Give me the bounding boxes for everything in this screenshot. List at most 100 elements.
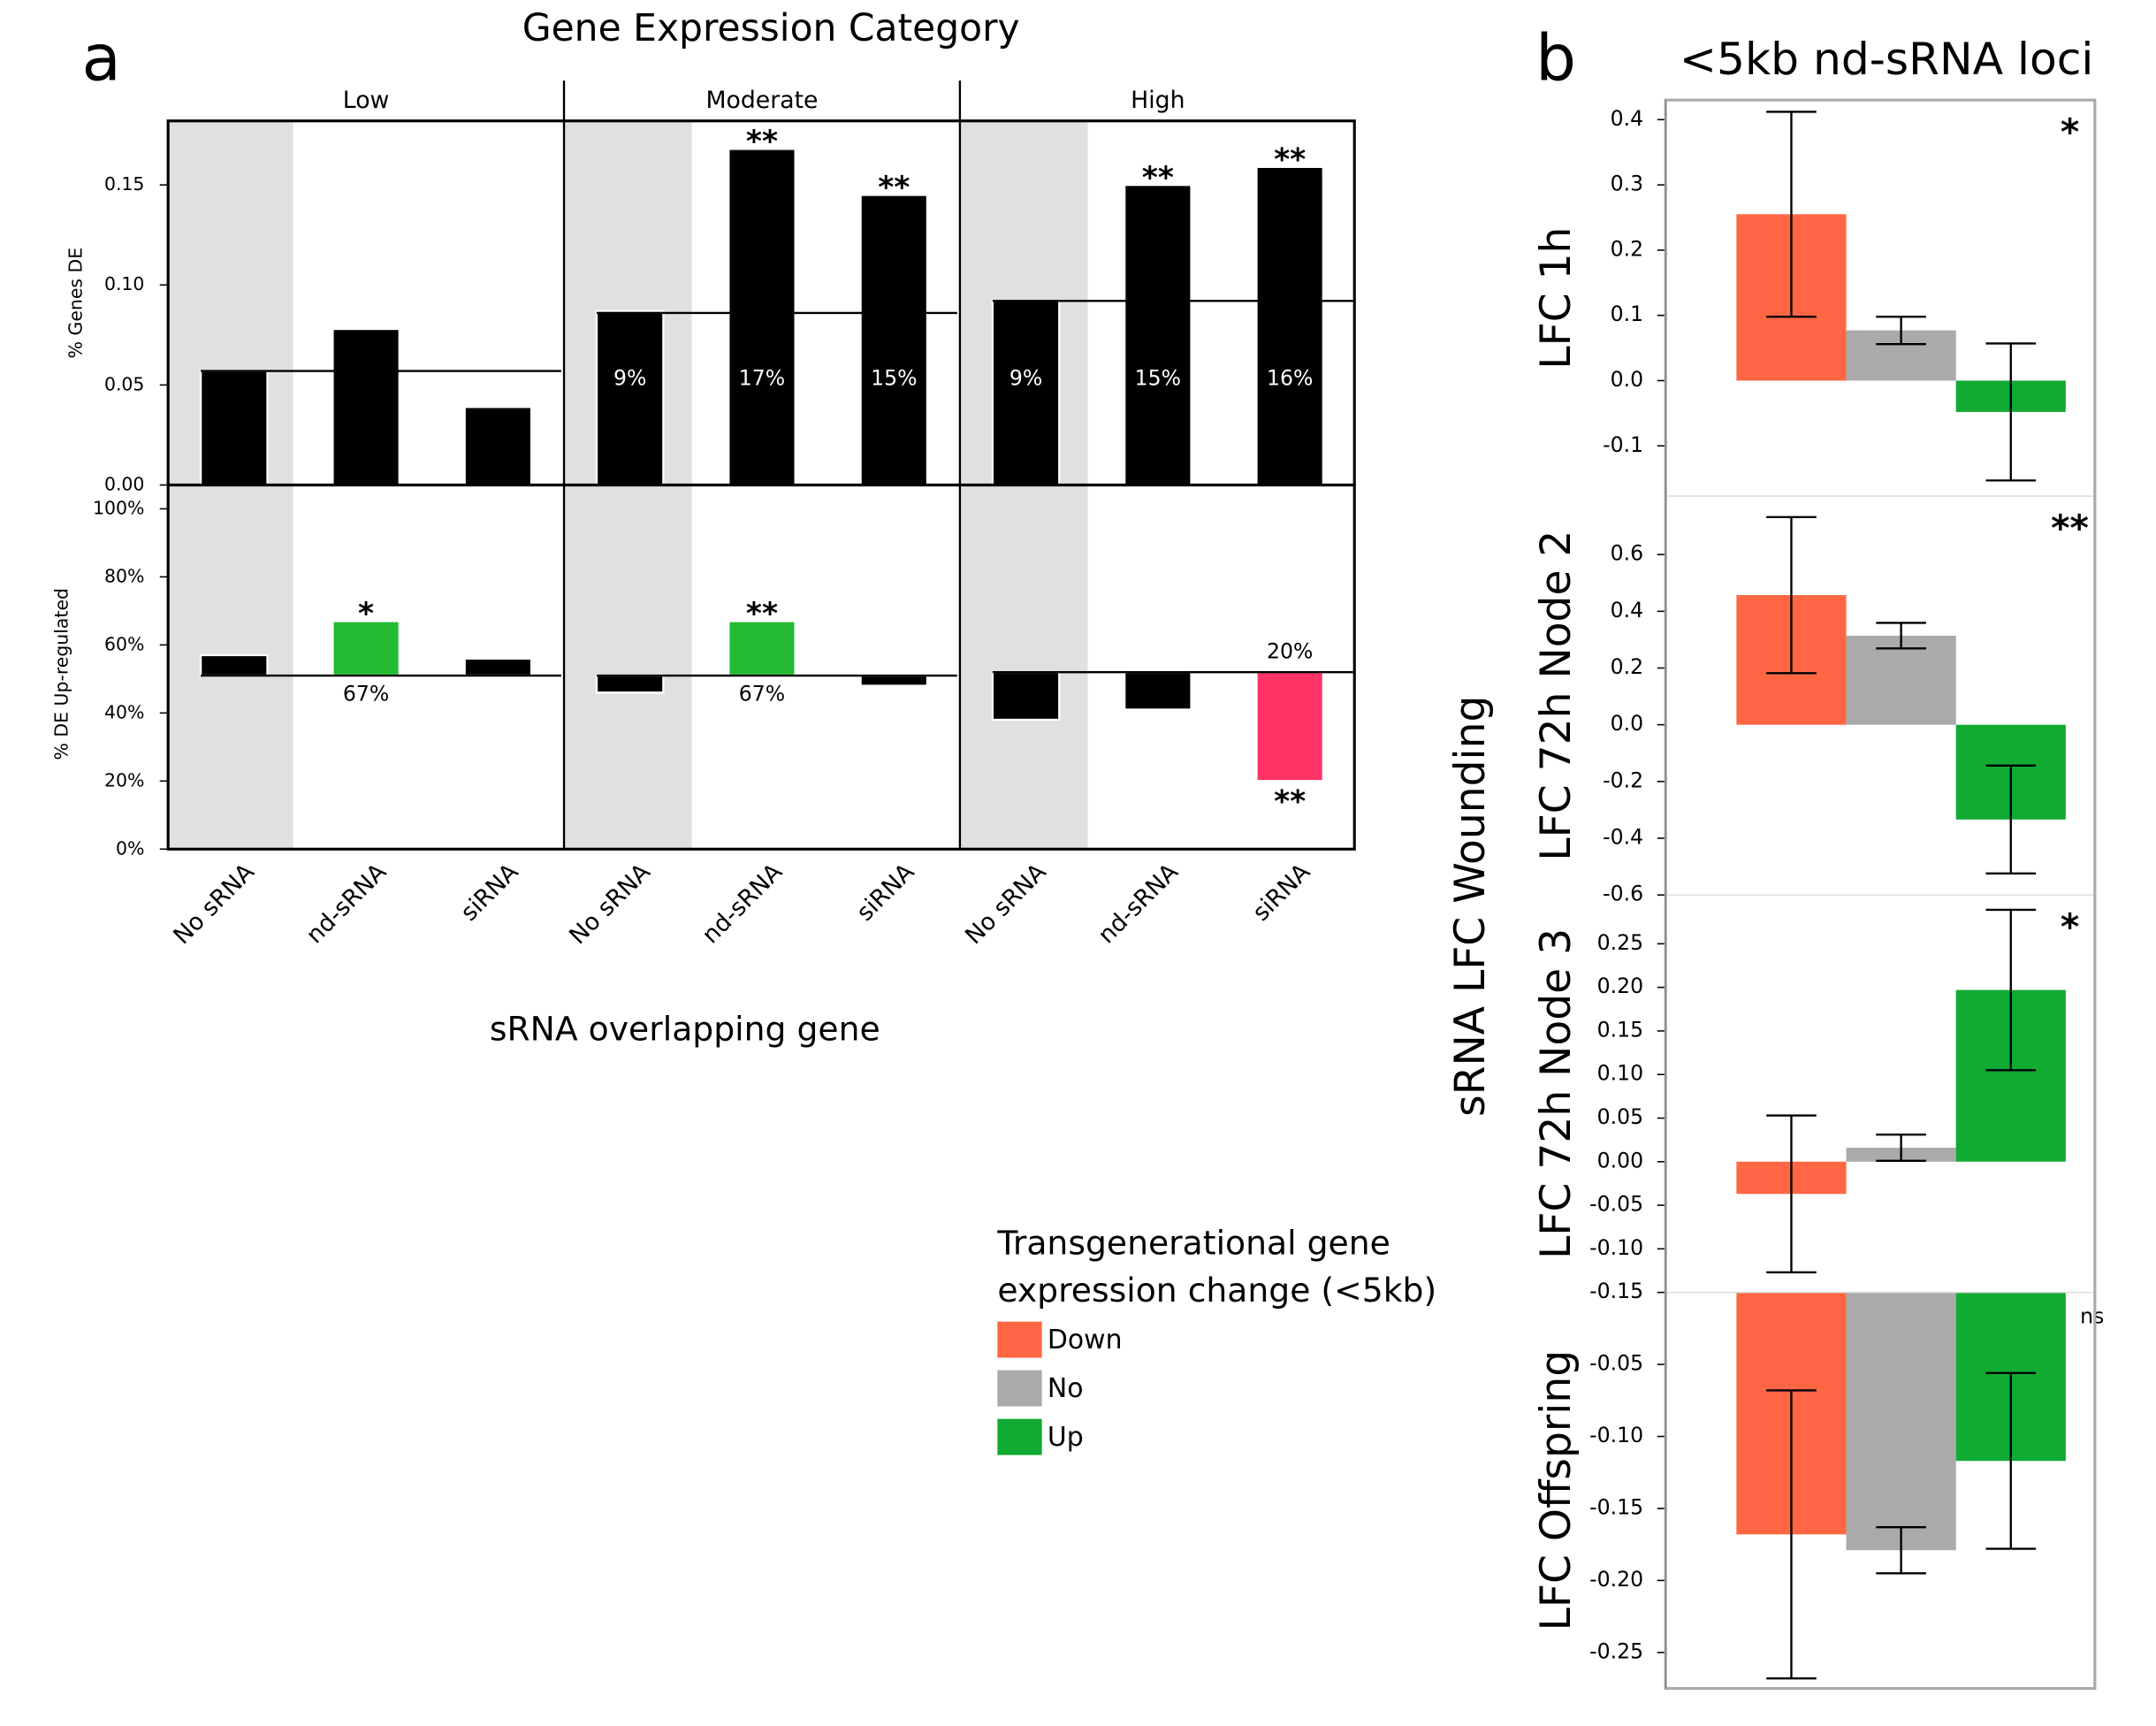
- x-tick-label: nd-sRNA: [301, 858, 392, 949]
- legend-swatch: [997, 1321, 1042, 1358]
- y-tick-label: 0.10: [1597, 1061, 1643, 1086]
- y-tick-label: -0.05: [1589, 1192, 1643, 1217]
- group-label: Low: [343, 87, 390, 114]
- value-label: 15%: [871, 366, 917, 391]
- y-tick-label: 40%: [104, 701, 144, 722]
- legend-title: Transgenerational gene: [996, 1224, 1390, 1263]
- y-axis-label: % DE Up-regulated: [51, 588, 72, 760]
- bar: [595, 674, 665, 694]
- panel-label: a: [82, 22, 121, 96]
- legend-label: Down: [1048, 1325, 1123, 1356]
- y-tick-label: -0.10: [1589, 1235, 1643, 1260]
- x-tick-label: nd-sRNA: [1093, 858, 1184, 949]
- bar: [859, 194, 929, 486]
- bar: [1255, 670, 1325, 783]
- y-axis-label: LFC 1h: [1532, 227, 1581, 370]
- x-tick-label: nd-sRNA: [697, 858, 788, 949]
- y-tick-label: 0.4: [1611, 598, 1643, 622]
- significance: **: [1274, 784, 1306, 820]
- y-tick-label: 0.15: [104, 173, 144, 195]
- y-tick-label: 0.05: [104, 373, 144, 394]
- y-tick-label: 0.20: [1597, 974, 1643, 998]
- significance: **: [878, 171, 910, 206]
- significance: **: [1274, 142, 1306, 178]
- y-tick-label: 100%: [93, 497, 144, 518]
- y-tick-label: 80%: [104, 565, 144, 586]
- x-tick-label: No sRNA: [564, 858, 656, 950]
- significance: *: [2061, 111, 2079, 153]
- bar: [463, 406, 533, 486]
- bar: [1846, 1292, 1956, 1551]
- y-tick-label: -0.25: [1589, 1638, 1643, 1663]
- value-label: 67%: [739, 682, 785, 706]
- value-label: 17%: [739, 366, 785, 391]
- y-tick-label: 0.25: [1597, 930, 1643, 955]
- panel-label: b: [1535, 22, 1576, 96]
- shared-y-label: sRNA LFC Wounding: [1446, 696, 1495, 1117]
- legend-label: Up: [1048, 1422, 1084, 1453]
- y-axis-label: LFC Offspring: [1532, 1350, 1581, 1631]
- bar: [991, 300, 1061, 486]
- y-tick-label: 0.0: [1611, 367, 1643, 392]
- title: Gene Expression Category: [522, 7, 1020, 50]
- group-label: Moderate: [705, 87, 818, 114]
- legend-swatch: [997, 1418, 1042, 1455]
- x-tick-label: siRNA: [1247, 858, 1316, 927]
- y-tick-label: 0.00: [1597, 1148, 1643, 1172]
- y-tick-label: -0.20: [1589, 1567, 1643, 1592]
- bar: [199, 653, 269, 677]
- significance: **: [746, 597, 778, 632]
- group-label: High: [1131, 87, 1185, 114]
- y-axis-label: LFC 72h Node 2: [1532, 531, 1581, 861]
- value-label: 20%: [1267, 639, 1313, 664]
- significance: **: [2051, 507, 2089, 549]
- value-label: 15%: [1135, 366, 1181, 391]
- y-tick-label: 0.3: [1611, 172, 1643, 196]
- y-tick-label: 0.05: [1597, 1104, 1643, 1129]
- bar: [463, 657, 533, 677]
- bar: [1123, 670, 1192, 711]
- y-tick-label: 0.15: [1597, 1017, 1643, 1042]
- x-tick-label: No sRNA: [168, 858, 260, 950]
- legend-swatch: [997, 1370, 1042, 1407]
- y-tick-label: 0%: [116, 837, 144, 859]
- significance: **: [1142, 160, 1174, 195]
- bar: [859, 674, 929, 687]
- value-label: 9%: [1009, 366, 1042, 391]
- y-tick-label: 0.4: [1611, 106, 1643, 131]
- value-label: 9%: [613, 366, 646, 391]
- bar: [991, 670, 1061, 722]
- value-label: 16%: [1267, 366, 1313, 391]
- y-tick-label: -0.6: [1603, 882, 1643, 906]
- bar: [1255, 165, 1325, 486]
- y-tick-label: -0.15: [1589, 1279, 1643, 1303]
- y-tick-label: -0.05: [1589, 1351, 1643, 1376]
- bar: [331, 327, 400, 486]
- y-tick-label: 0.2: [1611, 236, 1643, 261]
- significance: **: [746, 125, 778, 160]
- bar: [595, 309, 665, 486]
- bar: [1123, 183, 1192, 486]
- y-tick-label: -0.1: [1603, 432, 1643, 457]
- y-tick-label: 0.0: [1611, 711, 1643, 736]
- x-tick-label: No sRNA: [960, 858, 1052, 950]
- y-tick-label: 0.10: [104, 273, 144, 294]
- y-axis-label: LFC 72h Node 3: [1532, 928, 1581, 1259]
- y-axis-label: % Genes DE: [65, 248, 86, 359]
- x-axis-label: sRNA overlapping gene: [490, 1010, 880, 1049]
- legend-label: No: [1048, 1373, 1084, 1404]
- bar: [1846, 635, 1956, 725]
- y-tick-label: 20%: [104, 769, 144, 790]
- y-tick-label: -0.15: [1589, 1494, 1643, 1519]
- y-tick-label: -0.2: [1603, 768, 1643, 792]
- bar: [199, 370, 269, 486]
- x-tick-label: siRNA: [455, 858, 524, 927]
- y-tick-label: -0.10: [1589, 1423, 1643, 1447]
- significance: *: [358, 597, 374, 632]
- bar: [728, 148, 796, 486]
- legend-title: expression change (<5kb): [997, 1271, 1436, 1310]
- y-tick-label: -0.4: [1603, 824, 1643, 849]
- significance: *: [2061, 905, 2079, 948]
- y-tick-label: 0.2: [1611, 654, 1643, 679]
- y-tick-label: 0.00: [104, 474, 144, 495]
